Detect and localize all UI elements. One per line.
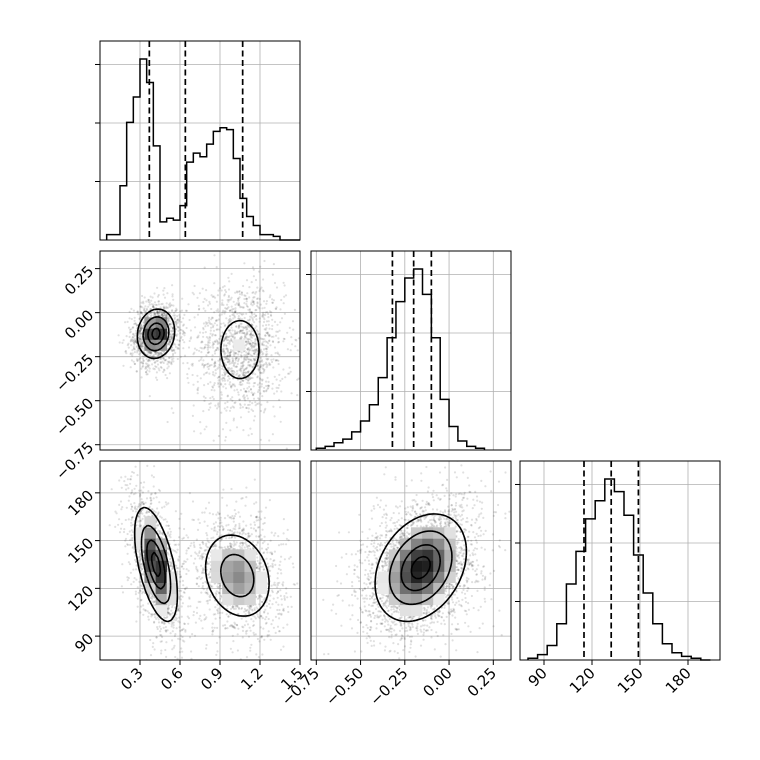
density-shading: [144, 317, 245, 351]
histogram-p0: [105, 58, 300, 241]
x-tick-label: 90: [525, 664, 551, 690]
y-axis-p2: 90 120 150 180: [64, 486, 100, 656]
panel-frame: [99, 40, 301, 241]
histogram-p2: [527, 478, 711, 661]
y-tick-label: −0.50: [52, 394, 97, 439]
scatter-panel-p0-p2: [99, 460, 301, 661]
contour-line: [374, 513, 468, 623]
x-tick-label: 120: [566, 664, 599, 697]
x-axis-p1: −0.75 −0.50 −0.25 0.00 0.25: [278, 660, 500, 709]
x-tick-label: 180: [662, 664, 695, 697]
x-tick-label: 0.9: [197, 664, 227, 694]
histogram-p1: [315, 268, 486, 450]
y-tick-label: 150: [64, 534, 97, 567]
y-axis-p1: −0.75−0.50−0.25 0.00 0.25: [52, 262, 100, 484]
y-tick-label: 0.25: [61, 262, 97, 298]
x-axis-p0: 0.3 0.6 0.9 1.2 1.5: [117, 660, 307, 694]
contour-line: [410, 555, 431, 580]
panel-frame: [310, 460, 512, 661]
contour-line: [136, 308, 260, 380]
scatter-panel-p1-p2: [310, 460, 512, 661]
histogram-panel-p1: [306, 250, 512, 451]
x-tick-label: 0.25: [464, 664, 500, 700]
x-tick-label: 0.3: [117, 664, 147, 694]
contour-line: [142, 316, 170, 352]
density-shading: [377, 527, 456, 617]
x-tick-label: −0.50: [322, 664, 367, 709]
x-tick-label: −0.25: [366, 664, 411, 709]
scatter-panel-p0-p1: [99, 250, 301, 451]
density-shading: [133, 516, 267, 617]
panel-frame: [310, 250, 512, 451]
y-tick-label: 180: [64, 486, 97, 519]
x-tick-label: 1.2: [237, 664, 267, 694]
contour-line: [400, 544, 441, 592]
contour-line: [151, 327, 161, 340]
panel-frame: [99, 460, 301, 661]
x-axis-p2: 90 120 150 180: [525, 660, 695, 697]
y-tick-label: −0.25: [52, 350, 97, 395]
histogram-panel-p0: [95, 40, 301, 241]
y-tick-label: 120: [64, 582, 97, 615]
scatter-points: [117, 254, 300, 450]
x-tick-label: 150: [614, 664, 647, 697]
x-tick-label: 0.00: [420, 664, 456, 700]
contour-line: [150, 551, 162, 578]
y-tick-label: 0.00: [61, 306, 97, 342]
contour-line: [146, 539, 166, 590]
y-tick-label: 90: [71, 630, 97, 656]
contour-line: [388, 530, 453, 606]
x-tick-label: 0.6: [157, 664, 187, 694]
panel-frame: [519, 460, 721, 661]
contour-line: [147, 322, 165, 346]
contour-line: [133, 506, 270, 623]
y-tick-label: −0.75: [52, 438, 97, 483]
panel-frame: [99, 250, 301, 451]
contour-line: [140, 524, 255, 605]
histogram-panel-p2: [515, 460, 721, 661]
